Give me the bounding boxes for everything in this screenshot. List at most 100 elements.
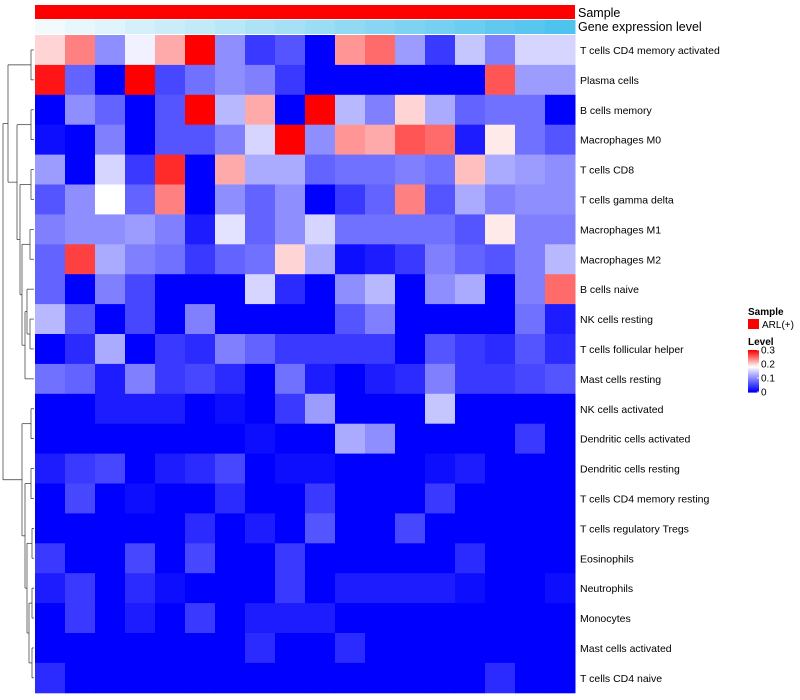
heatmap-cell: [425, 124, 456, 156]
heatmap-cell: [185, 423, 216, 455]
heatmap-cell: [65, 513, 96, 544]
heatmap-cell: [455, 603, 486, 634]
heatmap-cell: [545, 154, 576, 185]
heatmap-cell: [305, 184, 336, 215]
heatmap-cell: [65, 64, 96, 96]
heatmap-cell: [485, 214, 516, 245]
heatmap-cell: [395, 423, 426, 455]
heatmap-cell: [545, 543, 576, 574]
heatmap-cell: [275, 154, 306, 185]
heatmap-cell: [365, 453, 396, 484]
heatmap-cell: [455, 184, 486, 215]
heatmap-cell: [95, 94, 126, 126]
colorbar-step: [748, 382, 759, 385]
heatmap-cell: [35, 94, 66, 126]
heatmap-cell: [155, 453, 186, 484]
heatmap-cell: [95, 543, 126, 574]
heatmap-cell: [155, 214, 186, 245]
heatmap-cell: [95, 393, 126, 425]
heatmap-cell: [335, 633, 366, 664]
row-label: Monocytes: [580, 613, 631, 625]
heatmap-cell: [515, 334, 546, 365]
heatmap-cell: [125, 304, 156, 335]
heatmap-cell: [365, 603, 396, 634]
heatmap-cell: [515, 184, 546, 215]
colorbar-step: [748, 368, 759, 371]
heatmap-cell: [425, 573, 456, 604]
annotation-cell-expression: [395, 20, 426, 34]
heatmap-cell: [215, 603, 246, 634]
heatmap-cell: [545, 423, 576, 455]
heatmap-cell: [515, 662, 546, 694]
heatmap-cell: [485, 334, 516, 365]
heatmap-cell: [515, 423, 546, 455]
heatmap-cell: [125, 573, 156, 604]
heatmap-cell: [155, 244, 186, 275]
heatmap-cell: [185, 184, 216, 215]
heatmap-cell: [515, 244, 546, 275]
heatmap-cell: [65, 214, 96, 245]
heatmap-cell: [215, 94, 246, 126]
heatmap-cell: [455, 154, 486, 185]
heatmap-cell: [125, 513, 156, 544]
heatmap-cell: [185, 304, 216, 335]
heatmap-cell: [545, 662, 576, 694]
heatmap-cell: [395, 334, 426, 365]
heatmap-cell: [35, 274, 66, 305]
heatmap-cell: [305, 363, 336, 395]
heatmap-cell: [425, 184, 456, 215]
heatmap-cell: [455, 453, 486, 484]
heatmap-cell: [215, 244, 246, 275]
heatmap-cell: [65, 662, 96, 694]
annotation-cell-expression: [485, 20, 516, 34]
heatmap-cell: [545, 513, 576, 544]
row-label: Dendritic cells activated: [580, 434, 690, 446]
heatmap-cell: [125, 453, 156, 484]
heatmap-cell: [395, 64, 426, 96]
heatmap-cell: [35, 124, 66, 156]
heatmap-cell: [125, 334, 156, 365]
heatmap-cell: [365, 124, 396, 156]
row-label: NK cells resting: [580, 314, 653, 326]
annotation-cell-expression: [545, 20, 576, 34]
heatmap-cell: [455, 513, 486, 544]
heatmap-cell: [125, 363, 156, 395]
colorbar-tick-label: 0.3: [761, 346, 775, 357]
heatmap-cell: [395, 244, 426, 275]
heatmap-cell: [275, 662, 306, 694]
colorbar-step: [748, 366, 759, 369]
heatmap-cell: [335, 603, 366, 634]
heatmap-cell: [95, 304, 126, 335]
heatmap-cell: [395, 304, 426, 335]
legend-sample-swatch: [748, 319, 759, 329]
colorbar-step: [748, 384, 759, 387]
heatmap-cell: [455, 35, 486, 66]
heatmap-cell: [35, 483, 66, 514]
heatmap-cell: [335, 573, 366, 604]
heatmap-cell: [245, 543, 276, 574]
heatmap-cell: [155, 633, 186, 664]
heatmap-cell: [455, 94, 486, 126]
heatmap-cell: [215, 573, 246, 604]
annotation-cell-expression: [185, 20, 216, 34]
heatmap-cell: [185, 214, 216, 245]
heatmap-cell: [245, 662, 276, 694]
annotation-cell-expression: [215, 20, 246, 34]
row-label: Macrophages M1: [580, 224, 661, 236]
heatmap-cell: [485, 363, 516, 395]
heatmap-cell: [185, 662, 216, 694]
heatmap-cell: [35, 64, 66, 96]
heatmap-cell: [95, 35, 126, 66]
colorbar-step: [748, 381, 759, 384]
heatmap-cell: [545, 94, 576, 126]
heatmap-cell: [125, 662, 156, 694]
heatmap-cell: [155, 513, 186, 544]
heatmap-cell: [515, 573, 546, 604]
heatmap-cell: [275, 274, 306, 305]
heatmap-cell: [95, 64, 126, 96]
heatmap-cell: [365, 214, 396, 245]
heatmap-cell: [545, 483, 576, 514]
heatmap-cell: [215, 393, 246, 425]
colorbar-step: [748, 356, 759, 358]
